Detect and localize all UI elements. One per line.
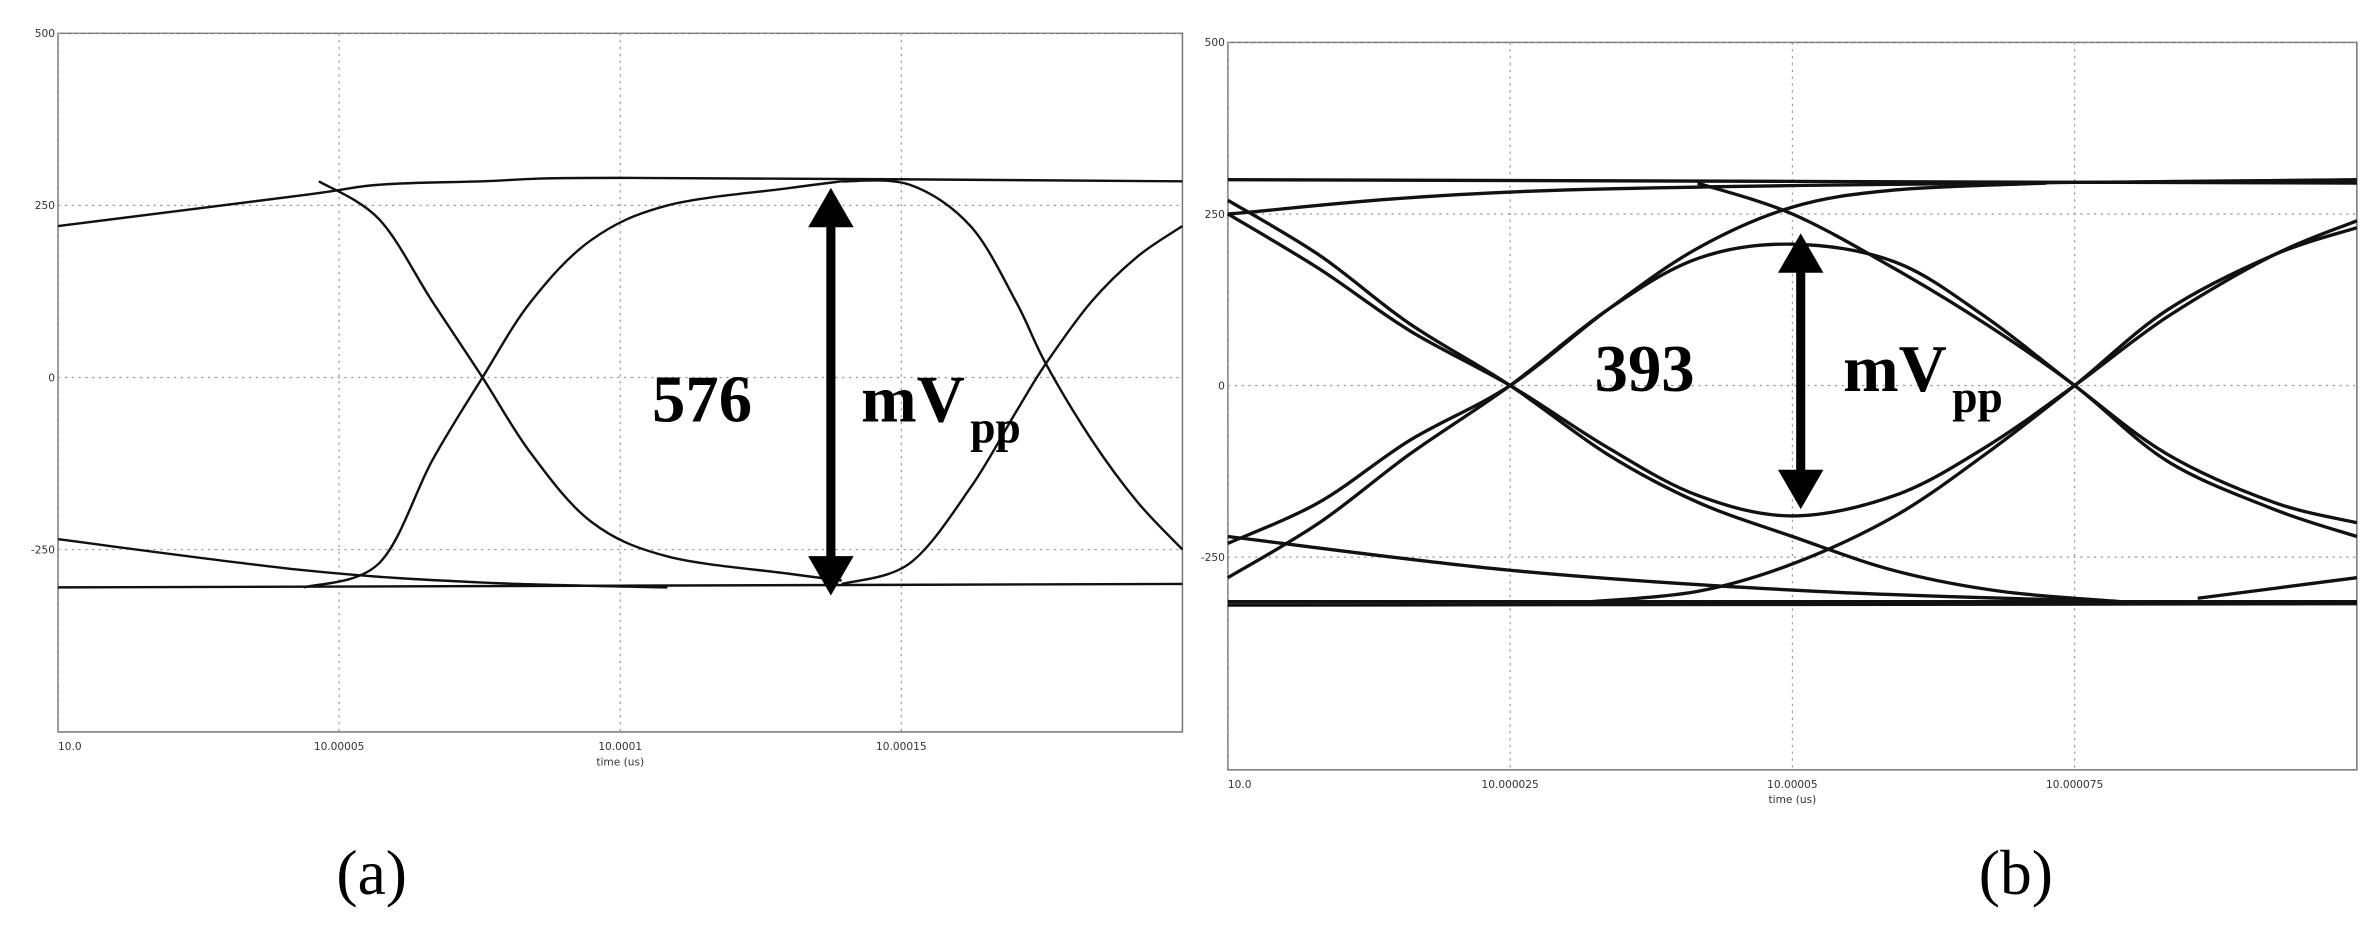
x-axis-label: time (us) [1768, 794, 1816, 806]
x-tick-label: 10.00005 [1767, 779, 1818, 791]
eye-trace [1227, 242, 2358, 580]
x-tick-label: 10.0 [1228, 779, 1252, 791]
eye-diagram: 500 250 0 -250 10.0 10.00005 10.0001 10.00015 ti… [31, 28, 1184, 768]
y-tick-label: 250 [35, 200, 55, 212]
x-tick-label: 10.0001 [598, 741, 642, 753]
eye-trace [1227, 602, 2357, 607]
y-tick-label: 250 [1205, 209, 1225, 221]
arrow-head [808, 556, 854, 596]
eye-trace [1697, 181, 2358, 539]
arrow-head [1777, 233, 1824, 273]
x-tick-label: 10.000025 [1481, 779, 1538, 791]
eye-trace [841, 179, 1184, 551]
x-tick-label: 10.0 [58, 741, 82, 753]
arrow-head [808, 187, 854, 228]
x-axis-label: time (us) [596, 756, 644, 768]
annotation-subscript: pp [970, 401, 1021, 452]
eye-trace [1227, 534, 2123, 604]
annotation-b: 393 mV pp [1595, 233, 2003, 510]
y-tick-label: 0 [1218, 380, 1225, 392]
eye-trace [1227, 212, 2358, 518]
eye-trace [318, 180, 842, 582]
y-tick-label: 0 [48, 372, 55, 384]
arrow-head [1777, 469, 1824, 510]
y-tick-label: 500 [1205, 37, 1225, 49]
eye-trace [2197, 576, 2358, 600]
annotation-subscript: pp [1952, 371, 2003, 422]
annotation-unit: mV [861, 363, 965, 436]
x-tick-label: 10.00015 [876, 741, 927, 753]
eye-trace [1227, 198, 2123, 604]
annotation-unit: mV [1843, 333, 1947, 406]
eye-trace [1227, 178, 2357, 185]
y-tick-label: -250 [31, 544, 55, 556]
x-tick-label: 10.00005 [314, 741, 365, 753]
eye-trace [57, 176, 1183, 228]
panel-label: (b) [1979, 837, 2053, 908]
annotation-a: 576 mV pp [652, 187, 1021, 596]
eye-trace [303, 180, 842, 589]
annotation-value: 393 [1595, 333, 1695, 406]
x-tick-label: 10.000075 [2046, 779, 2103, 791]
eye-trace [841, 225, 1184, 586]
y-tick-label: -250 [1201, 552, 1225, 564]
eye-diagram: 500 250 0 -250 10.0 10.000025 10.00005 10.00007… [1201, 37, 2358, 806]
panel-label: (a) [336, 837, 407, 908]
eye-trace [57, 538, 668, 589]
y-tick-label: 500 [35, 28, 55, 40]
eye-trace [1227, 181, 2047, 545]
annotation-value: 576 [652, 363, 752, 436]
